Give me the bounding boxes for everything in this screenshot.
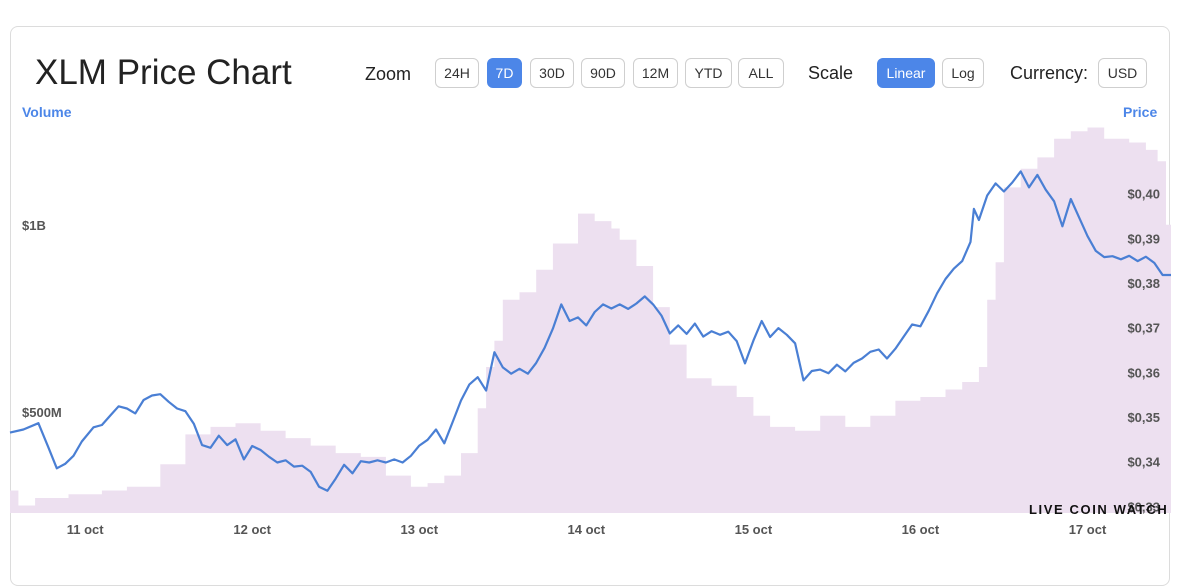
chart-title: XLM Price Chart — [35, 53, 292, 92]
price-tick-label: $0,37 — [1127, 321, 1160, 336]
live-coin-watch-logo: LIVE COIN WATCH — [1029, 502, 1169, 517]
currency-select[interactable]: USD — [1098, 58, 1147, 88]
price-volume-chart: $0,40 $0,39 $0,38 $0,37 $0,36 $0,35 $0,34 $0,33… — [9, 127, 1171, 537]
price-tick-label: $0,36 — [1127, 365, 1160, 380]
date-tick-label: 12 oct — [233, 522, 271, 537]
price-tick-label: $0,38 — [1127, 276, 1160, 291]
zoom-label: Zoom — [365, 64, 412, 84]
date-tick-label: 17 oct — [1069, 522, 1107, 537]
date-tick-label: 14 oct — [568, 522, 606, 537]
volume-tick-label: $1B — [22, 218, 46, 233]
zoom-30d-button[interactable]: 30D — [530, 58, 574, 88]
date-tick-label: 15 oct — [735, 522, 773, 537]
price-tick-label: $0,33 — [1127, 499, 1160, 514]
zoom-90d-button[interactable]: 90D — [581, 58, 625, 88]
date-tick-label: 11 oct — [67, 522, 105, 537]
scale-log-button[interactable]: Log — [942, 58, 984, 88]
price-tick-label: $0,40 — [1127, 187, 1160, 202]
currency-label: Currency: — [1010, 63, 1089, 83]
price-axis-title: Price — [1123, 104, 1158, 120]
volume-tick-label: $500M — [22, 405, 62, 420]
price-tick-label: $0,39 — [1127, 231, 1160, 246]
date-tick-label: 16 oct — [902, 522, 940, 537]
price-tick-label: $0,34 — [1127, 455, 1160, 470]
price-line — [9, 170, 1171, 492]
scale-label: Scale — [808, 63, 854, 83]
zoom-ytd-button[interactable]: YTD — [685, 58, 732, 88]
zoom-24h-button[interactable]: 24H — [435, 58, 479, 88]
zoom-12m-button[interactable]: 12M — [633, 58, 678, 88]
date-tick-label: 13 oct — [401, 522, 439, 537]
zoom-all-button[interactable]: ALL — [738, 58, 784, 88]
scale-linear-button[interactable]: Linear — [877, 58, 935, 88]
volume-axis-title: Volume — [22, 104, 72, 120]
zoom-7d-button[interactable]: 7D — [487, 58, 522, 88]
price-tick-label: $0,35 — [1127, 410, 1160, 425]
